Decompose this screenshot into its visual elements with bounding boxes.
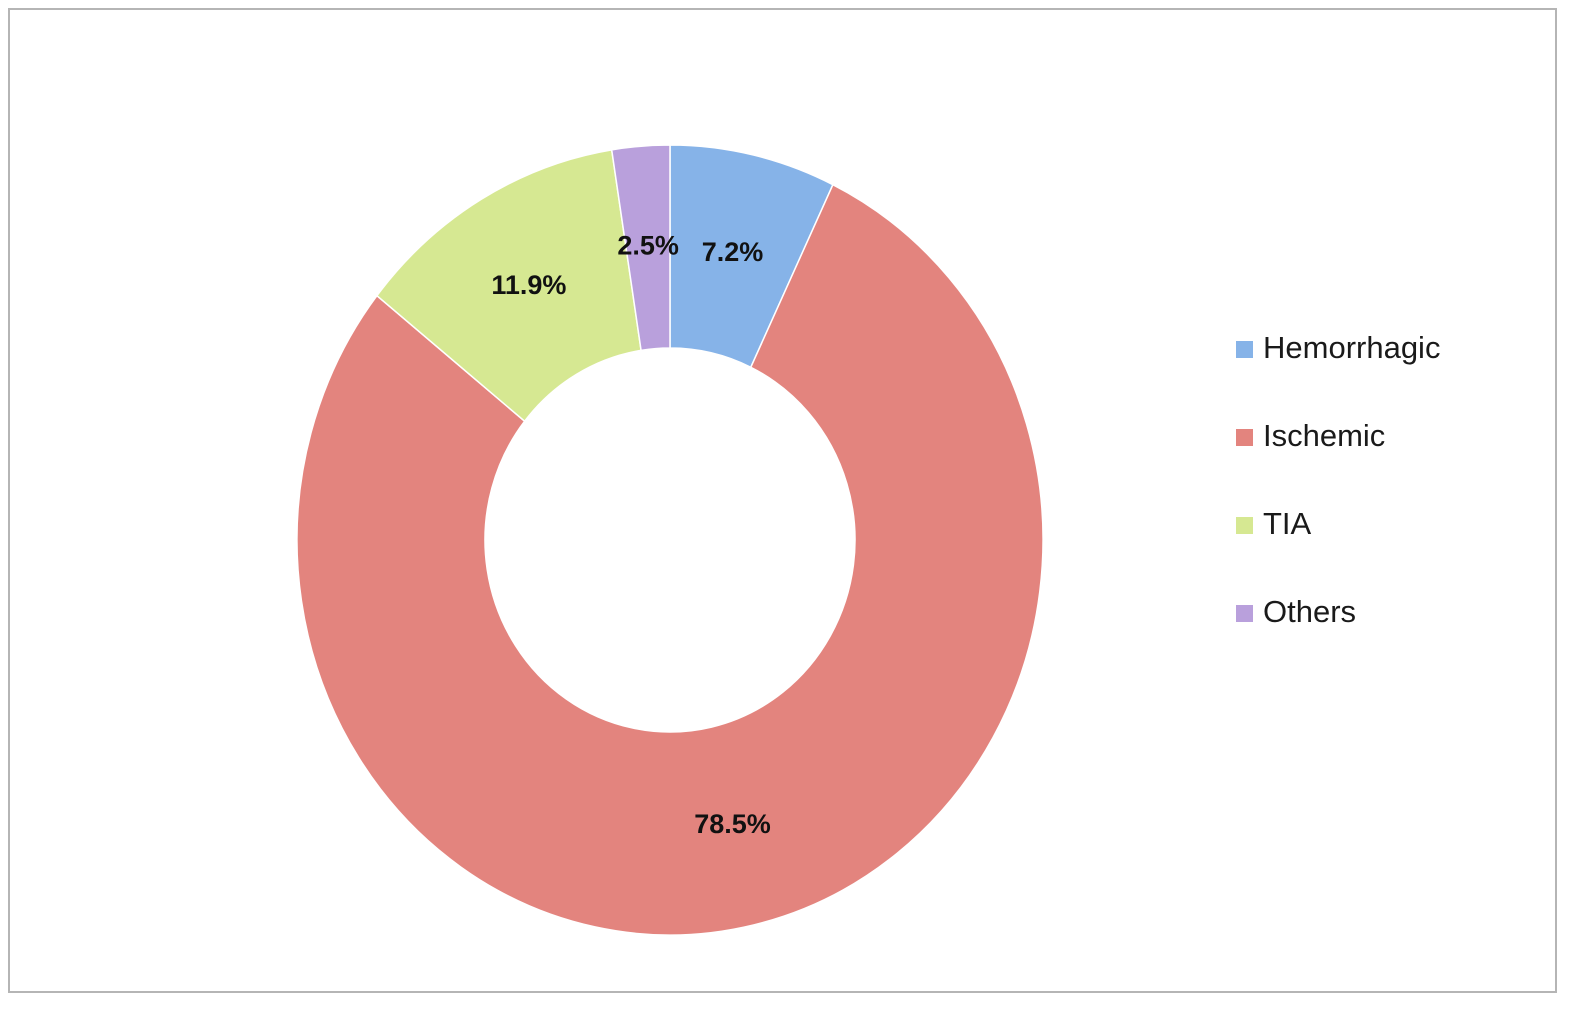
legend-label: Hemorrhagic bbox=[1263, 330, 1440, 365]
legend-swatch bbox=[1236, 605, 1253, 622]
legend-swatch bbox=[1236, 517, 1253, 534]
donut-slice bbox=[375, 148, 642, 423]
data-label: 2.5% bbox=[617, 231, 679, 261]
legend-label: Ischemic bbox=[1263, 418, 1385, 453]
data-label: 7.2% bbox=[702, 237, 764, 267]
legend-swatch bbox=[1236, 429, 1253, 446]
legend-swatch bbox=[1236, 341, 1253, 358]
donut-slice bbox=[610, 144, 671, 352]
legend-label: TIA bbox=[1263, 506, 1312, 541]
data-label: 78.5% bbox=[694, 809, 771, 839]
legend-label: Others bbox=[1263, 594, 1356, 629]
data-label: 11.9% bbox=[491, 270, 566, 300]
donut-slice bbox=[296, 183, 1044, 936]
